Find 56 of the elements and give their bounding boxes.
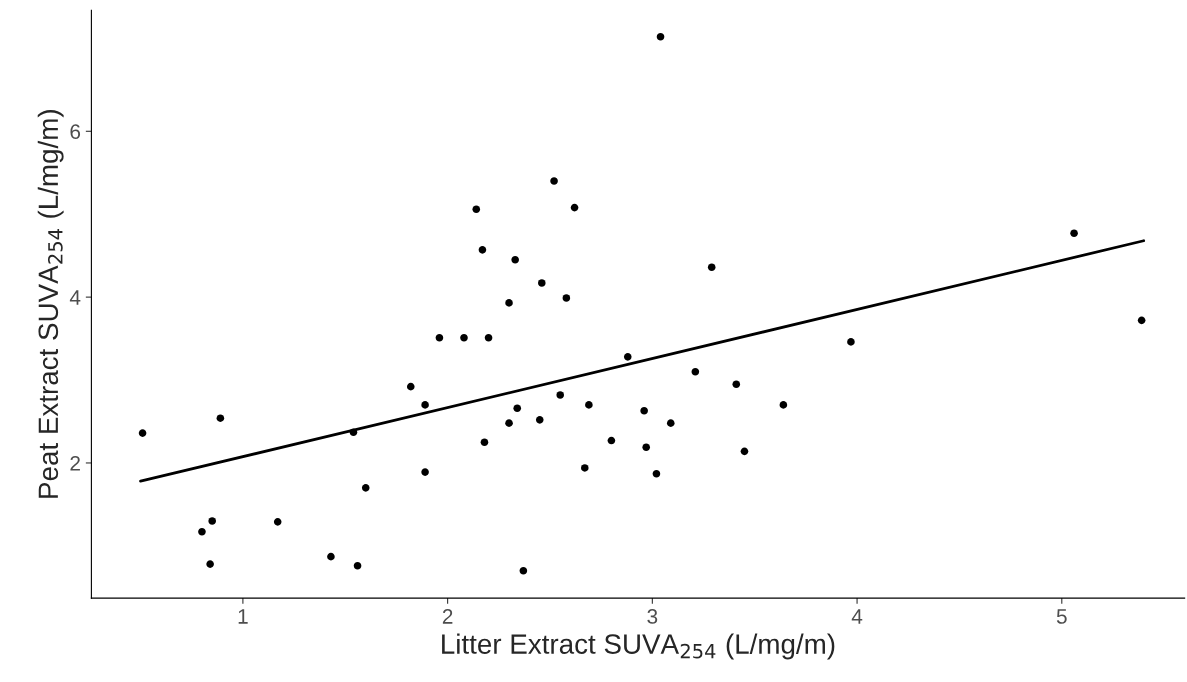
- point: [570, 203, 579, 212]
- point: [537, 279, 546, 287]
- point: [198, 527, 206, 536]
- point: [550, 177, 558, 185]
- x-tick-label: 2: [442, 609, 453, 624]
- point: [642, 443, 651, 452]
- point: [361, 484, 370, 492]
- point: [208, 517, 216, 525]
- y-tick-label: 6: [70, 124, 81, 140]
- point: [707, 263, 716, 272]
- point: [480, 438, 489, 447]
- point: [511, 256, 519, 264]
- point: [138, 429, 147, 437]
- point: [327, 552, 335, 561]
- point: [1070, 229, 1078, 238]
- point: [691, 367, 700, 376]
- point: [353, 561, 362, 570]
- point: [652, 469, 661, 478]
- point: [421, 468, 429, 476]
- point: [421, 401, 429, 409]
- point: [580, 464, 589, 472]
- x-tick-label: 3: [647, 609, 658, 624]
- point: [562, 294, 571, 302]
- point: [478, 246, 487, 254]
- point: [556, 391, 565, 399]
- point: [623, 353, 632, 361]
- point: [847, 338, 855, 346]
- point: [535, 416, 544, 424]
- x-tick-label: 5: [1056, 609, 1067, 624]
- point: [472, 205, 481, 214]
- point: [505, 299, 513, 307]
- point: [513, 404, 522, 413]
- point: [505, 419, 513, 427]
- y-tick-label: 4: [69, 290, 81, 305]
- point: [607, 436, 616, 445]
- point: [435, 333, 444, 342]
- point: [666, 419, 675, 427]
- y-axis-title: Peat Extract SUVA$_{254}$ (L/mg/m): [37, 110, 64, 498]
- point: [519, 566, 528, 575]
- point: [585, 401, 593, 409]
- point: [216, 414, 225, 422]
- point: [732, 380, 741, 388]
- point: [273, 518, 282, 526]
- point: [640, 406, 648, 415]
- point: [484, 333, 493, 342]
- point: [206, 560, 214, 568]
- x-axis-title: Litter Extract SUVA$_{254}$ (L/mg/m): [442, 633, 835, 660]
- y-tick-label: 2: [70, 455, 80, 471]
- point: [460, 333, 468, 342]
- x-tick-label: 4: [851, 609, 863, 624]
- point: [1137, 316, 1146, 325]
- point: [740, 447, 749, 456]
- x-tick-label: 1: [238, 609, 248, 624]
- point: [656, 32, 665, 41]
- point: [406, 382, 415, 391]
- point: [779, 401, 788, 409]
